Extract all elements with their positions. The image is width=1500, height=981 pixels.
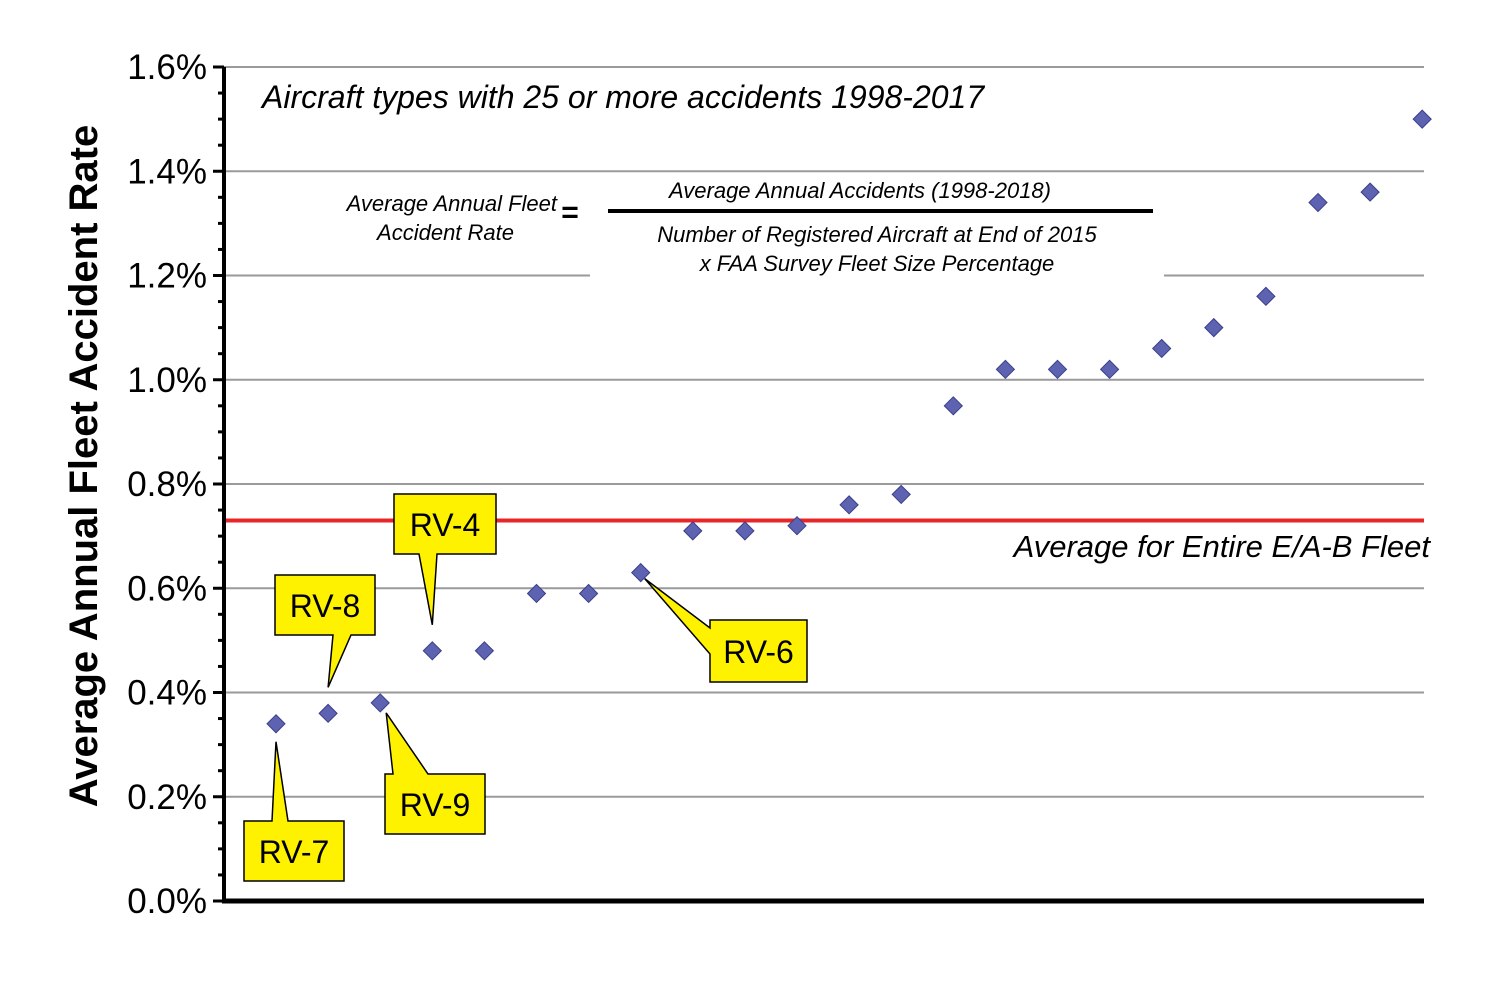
data-point — [526, 583, 547, 604]
formula-denominator-line2: x FAA Survey Fleet Size Percentage — [699, 251, 1055, 276]
data-point — [1204, 317, 1224, 338]
data-point — [1047, 359, 1068, 380]
callouts: RV-7 RV-8 RV-9 RV-4 RV-6 — [243, 493, 808, 882]
data-point — [370, 693, 390, 713]
data-point — [839, 495, 859, 515]
callout-rv-4: RV-4 — [393, 493, 497, 625]
data-point — [1308, 192, 1328, 213]
callout-label: RV-7 — [259, 834, 330, 870]
y-tick-label: 0.8% — [127, 465, 207, 504]
chart-subtitle: Aircraft types with 25 or more accidents… — [260, 79, 985, 115]
y-tick-label: 0.0% — [127, 882, 207, 921]
callout-shape — [243, 741, 345, 882]
data-point — [1256, 286, 1276, 307]
formula-lhs-line2: Accident Rate — [375, 220, 514, 245]
formula-numerator: Average Annual Accidents (1998-2018) — [667, 178, 1051, 203]
y-tick-label: 0.6% — [127, 569, 207, 608]
data-point — [943, 396, 964, 416]
callout-rv-6: RV-6 — [644, 578, 808, 683]
data-point — [1360, 182, 1380, 202]
formula-equals: = — [561, 196, 579, 229]
data-point — [318, 703, 338, 724]
formula-backdrop — [590, 214, 1164, 284]
callout-label: RV-4 — [410, 507, 481, 543]
data-points — [266, 109, 1432, 734]
callout-rv-7: RV-7 — [243, 741, 345, 882]
y-tick-label: 0.2% — [127, 778, 207, 817]
data-point — [1099, 359, 1120, 380]
y-axis-label: Average Annual Fleet Accident Rate — [62, 125, 106, 807]
data-point — [474, 641, 495, 661]
callout-rv-8: RV-8 — [274, 574, 376, 688]
callout-shape — [384, 712, 486, 835]
y-tick-label: 1.2% — [127, 257, 207, 296]
y-tick-label: 1.4% — [127, 152, 207, 191]
data-point — [891, 484, 911, 505]
formula: Average Annual Fleet Accident Rate = Ave… — [345, 178, 1164, 284]
callout-label: RV-9 — [400, 787, 471, 823]
data-point — [266, 714, 286, 734]
data-point — [1151, 338, 1172, 359]
callout-shape — [644, 578, 808, 683]
data-point — [422, 641, 443, 661]
axes — [222, 67, 1424, 904]
data-point — [630, 562, 651, 583]
y-tick-label: 1.6% — [127, 48, 207, 87]
formula-denominator-line1: Number of Registered Aircraft at End of … — [657, 222, 1097, 247]
data-point — [995, 359, 1016, 380]
formula-lhs-line1: Average Annual Fleet — [345, 191, 558, 216]
y-tick-label: 0.4% — [127, 674, 207, 713]
callout-label: RV-8 — [290, 588, 361, 624]
callout-shape — [393, 493, 497, 625]
gridlines — [224, 66, 1424, 798]
data-point — [1412, 109, 1432, 129]
data-point — [683, 521, 703, 541]
callout-rv-9: RV-9 — [384, 712, 486, 835]
data-point — [578, 583, 599, 604]
average-line-label: Average for Entire E/A-B Fleet — [1012, 529, 1432, 564]
data-point — [787, 515, 807, 536]
y-axis-tick-labels: 0.0% 0.2% 0.4% 0.6% 0.8% 1.0% 1.2% 1.4% 1.6% — [127, 48, 207, 921]
data-point — [735, 521, 755, 541]
callout-label: RV-6 — [723, 634, 794, 670]
y-tick-label: 1.0% — [127, 361, 207, 400]
callout-shape — [274, 574, 376, 688]
